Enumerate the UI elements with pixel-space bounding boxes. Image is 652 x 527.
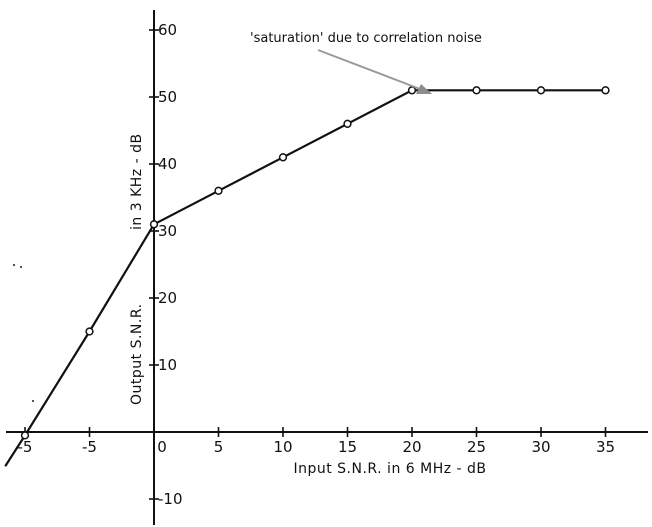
speck: [31, 399, 35, 403]
y-tick-label: -10: [158, 490, 183, 508]
x-tick-label: 15: [338, 438, 357, 456]
annotation-arrow: [317, 49, 421, 90]
data-point: [601, 86, 610, 95]
series: [4, 89, 607, 467]
data-point: [214, 186, 223, 195]
y-tick-label: 10: [158, 356, 177, 374]
y-tick-label: 50: [158, 88, 177, 106]
x-tick-label: 20: [402, 438, 421, 456]
series-line: [4, 89, 607, 467]
x-tick-label: 0: [157, 438, 167, 456]
data-point: [149, 220, 159, 229]
x-tick-label: 30: [531, 438, 550, 456]
x-tick-label: -5: [82, 438, 97, 456]
data-points: [20, 86, 610, 440]
data-point: [343, 119, 352, 128]
speck: [12, 263, 16, 267]
x-tick-label: 35: [596, 438, 615, 456]
annotation-text: 'saturation' due to correlation noise: [250, 31, 482, 46]
ticks: [24, 29, 607, 500]
scan-specks: [12, 263, 35, 403]
x-axis-label: Input S.N.R. in 6 MHz - dB: [293, 461, 486, 477]
y-tick-label: 30: [158, 222, 177, 240]
data-point: [536, 86, 546, 95]
data-point: [278, 153, 288, 162]
y-axis-label: Output S.N.R. in 3 KHz - dB: [129, 133, 145, 405]
data-point: [85, 327, 94, 336]
y-tick-label: 20: [158, 289, 177, 307]
annotation-arrow-head: [416, 84, 432, 94]
data-point: [20, 431, 30, 440]
y-tick-label: 60: [158, 21, 177, 39]
data-point: [472, 86, 481, 95]
y-tick-label: 40: [158, 155, 177, 173]
y-axis-label-part-2: in 3 KHz - dB: [129, 133, 145, 230]
axes: [6, 10, 648, 525]
y-axis-label-part-1: Output S.N.R.: [129, 303, 145, 405]
x-tick-label: 5: [214, 438, 224, 456]
x-tick-label: 10: [273, 438, 292, 456]
speck: [19, 265, 23, 269]
x-tick-label: 25: [467, 438, 486, 456]
tick-labels: -5 -5 0 5 10 15 20 25 30 35 -10 10 20 30 40 50 60: [18, 21, 616, 508]
annotation: 'saturation' due to correlation noise: [250, 31, 482, 94]
x-tick-label: -5: [18, 438, 33, 456]
